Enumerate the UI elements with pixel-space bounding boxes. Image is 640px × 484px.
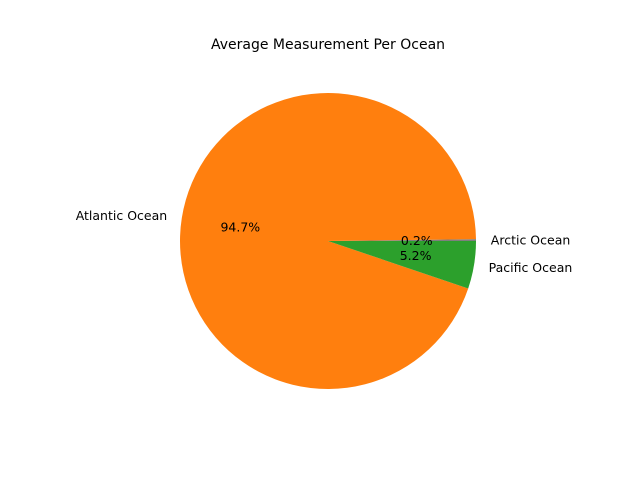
pie-slice-arctic-ocean xyxy=(328,239,477,241)
slice-label: Atlantic Ocean xyxy=(76,208,168,223)
pie-slice-atlantic-ocean xyxy=(180,93,476,390)
chart-title: Average Measurement Per Ocean xyxy=(211,37,445,53)
slice-percent-label: 94.7% xyxy=(220,220,260,235)
slice-label: Pacific Ocean xyxy=(489,260,573,275)
slice-label: Arctic Ocean xyxy=(491,233,571,248)
slice-percent-label: 5.2% xyxy=(400,248,432,263)
pie-slice-pacific-ocean xyxy=(328,241,476,289)
pie-labels: Arctic Ocean 0.2% Atlantic Ocean 94.7% Pacif… xyxy=(76,208,573,275)
pie-slices xyxy=(180,93,477,390)
slice-percent-label: 0.2% xyxy=(401,233,433,248)
